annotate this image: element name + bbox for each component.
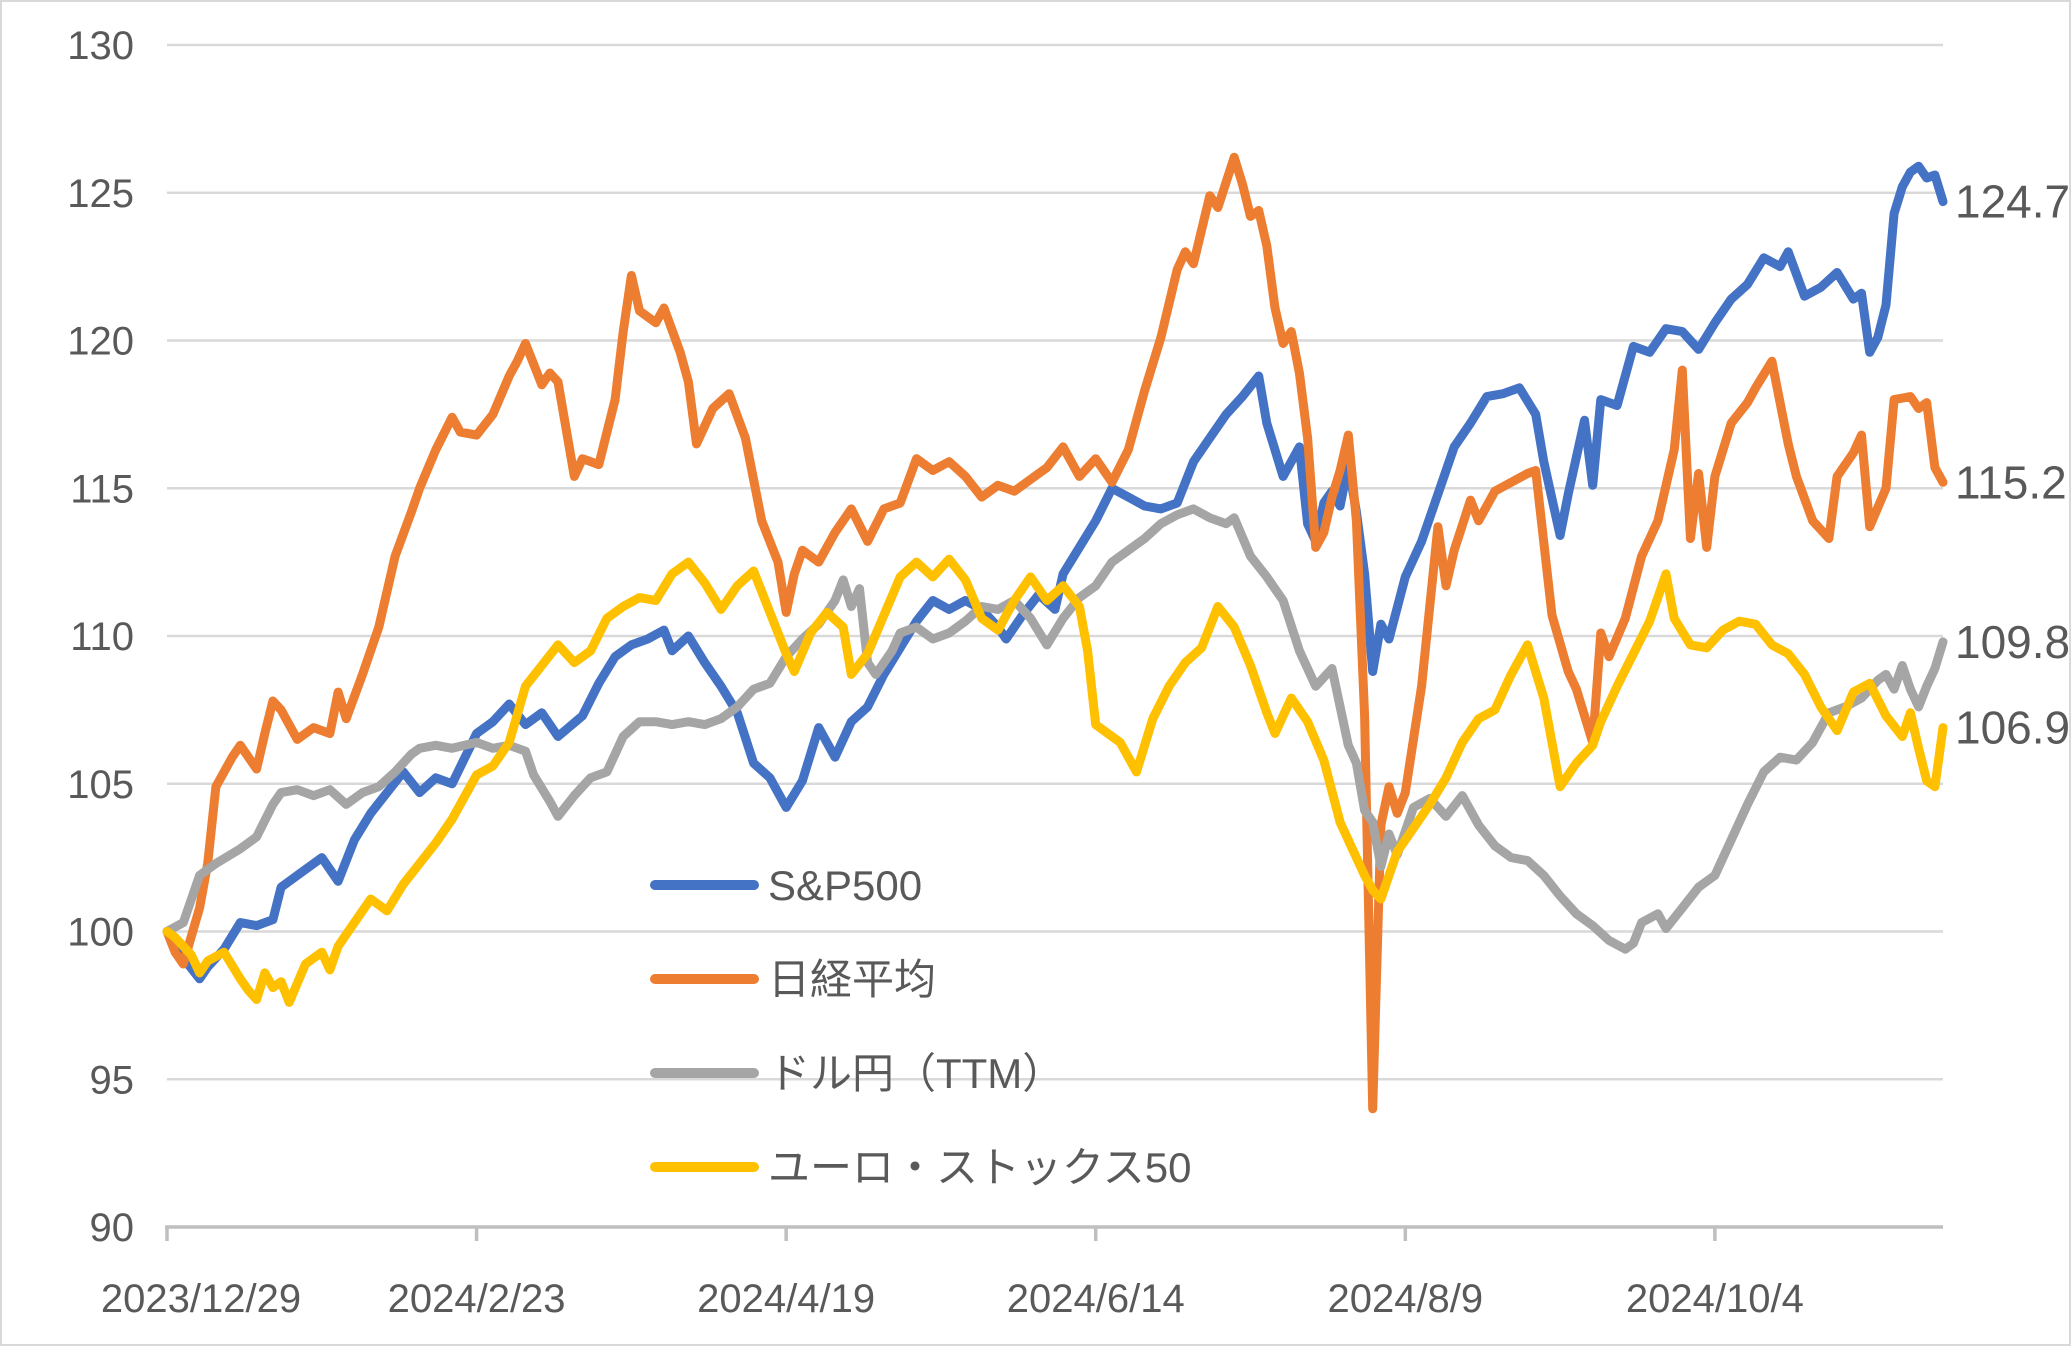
series-line-eurostoxx50 <box>162 554 1948 1007</box>
end-label-nikkei: 115.2 <box>1955 456 2067 508</box>
legend-item-usdjpy-ttm: ドル円（TTM） <box>650 1050 1064 1097</box>
end-label-sp500: 124.7 <box>1955 176 2070 228</box>
x-axis-label: 2024/6/14 <box>1007 1277 1185 1321</box>
x-axis-label: 2024/10/4 <box>1626 1277 1804 1321</box>
y-axis-label: 90 <box>90 1206 135 1250</box>
series-line-sp500 <box>162 161 1948 984</box>
legend-label-sp500: S&P500 <box>768 862 922 909</box>
legend-label-nikkei: 日経平均 <box>768 956 936 1003</box>
y-axis-label: 95 <box>90 1058 135 1102</box>
legend-item-eurostoxx50: ユーロ・ストックス50 <box>650 1144 1191 1191</box>
x-axis-label: 2024/4/19 <box>697 1277 875 1321</box>
end-label-usdjpy-ttm: 109.8 <box>1955 616 2070 668</box>
legend-label-eurostoxx50: ユーロ・ストックス50 <box>768 1144 1191 1191</box>
series-line-usdjpy-ttm <box>162 504 1948 954</box>
y-axis-label: 105 <box>67 763 134 807</box>
y-axis-label: 130 <box>67 24 134 68</box>
end-label-eurostoxx50: 106.9 <box>1955 702 2070 754</box>
legend-label-usdjpy-ttm: ドル円（TTM） <box>768 1050 1064 1097</box>
y-axis-label: 125 <box>67 172 134 216</box>
y-axis-label: 110 <box>70 615 134 659</box>
y-axis-label: 115 <box>70 467 134 511</box>
x-axis-label: 2024/2/23 <box>388 1277 566 1321</box>
x-axis-label: 2023/12/29 <box>101 1277 301 1321</box>
legend-item-nikkei: 日経平均 <box>650 956 936 1003</box>
series-line-nikkei <box>162 152 1948 1114</box>
y-axis-label: 120 <box>67 320 134 364</box>
legend-item-sp500: S&P500 <box>650 862 922 909</box>
x-axis-label: 2024/8/9 <box>1327 1277 1483 1321</box>
y-axis-label: 100 <box>67 911 134 955</box>
